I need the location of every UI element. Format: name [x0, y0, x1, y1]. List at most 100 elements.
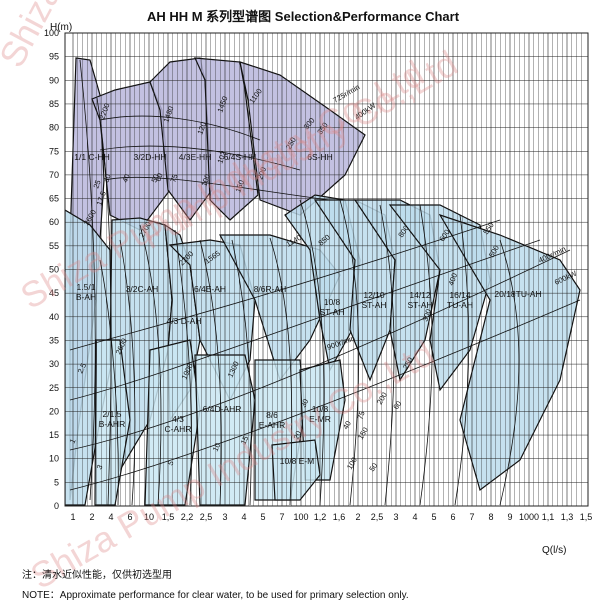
speed-label-ah-19: 60 — [391, 399, 403, 411]
x-tick-label-23: 9 — [507, 512, 512, 522]
speed-label-hh-11: 100 — [199, 173, 212, 188]
performance-curve-16 — [69, 249, 571, 451]
region-label-18: 8/6 E-AHR — [259, 410, 285, 430]
performance-curve-21 — [99, 115, 261, 141]
note-chinese: 注：清水近似性能，仅供初选型用 — [22, 570, 172, 581]
performance-curve-17 — [69, 239, 541, 401]
y-tick-label-4: 20 — [49, 406, 59, 416]
region-label-16: 4/3 C-AHR — [165, 414, 192, 434]
y-tick-label-10: 50 — [49, 265, 59, 275]
chart-title: AH HH M 系列型谱图 Selection&Performance Char… — [146, 9, 460, 24]
performance-curve-4 — [139, 224, 162, 506]
performance-curve-11 — [379, 204, 395, 506]
speed-label-ah-23: 20 — [292, 429, 304, 440]
x-tick-label-18: 4 — [412, 512, 417, 522]
speed-label-hh-13: 60 — [153, 172, 164, 183]
y-tick-label-15: 75 — [49, 146, 59, 156]
y-tick-label-13: 65 — [49, 194, 59, 204]
x-tick-label-8: 3 — [222, 512, 227, 522]
region-label-9: 8/6R-AH — [254, 284, 287, 294]
x-tick-label-0: 1 — [70, 512, 75, 522]
y-tick-label-7: 35 — [49, 335, 59, 345]
speed-label-hh-12: 75 — [168, 173, 179, 184]
x-tick-label-4: 10 — [144, 512, 154, 522]
x-tick-label-22: 8 — [488, 512, 493, 522]
speed-label-hh-16: 30 — [101, 173, 112, 184]
x-tick-label-21: 7 — [469, 512, 474, 522]
x-tick-label-10: 5 — [260, 512, 265, 522]
x-tick-label-15: 2 — [355, 512, 360, 522]
speed-label-ah-27: 3 — [95, 463, 105, 471]
region-label-6: 3/2C-AH — [126, 284, 159, 294]
speed-label-ah-18: 75 — [355, 410, 366, 421]
region-label-15: 2/1.5 B-AHR — [99, 409, 125, 429]
region-label-12: 14/12 ST-AH — [407, 290, 432, 310]
x-tick-label-25: 1,1 — [542, 512, 555, 522]
y-tick-label-2: 10 — [49, 454, 59, 464]
performance-curve-8 — [269, 237, 293, 506]
region-label-14: 20/18TU-AH — [494, 289, 541, 299]
performance-curve-13 — [454, 214, 470, 506]
x-tick-label-24: 1000 — [519, 512, 539, 522]
speed-label-ah-28: 2.5 — [76, 362, 89, 375]
region-label-5: 1.5/1 B-AH — [76, 282, 96, 302]
y-tick-label-1: 5 — [54, 477, 59, 487]
speed-label-ah-13: 300 — [420, 308, 433, 323]
region-ahr-15 — [94, 339, 131, 506]
speed-label-hh-15: 40 — [120, 173, 131, 184]
speed-label-ah-26: 5 — [166, 459, 176, 467]
x-tick-label-9: 4 — [241, 512, 246, 522]
speed-label-hh-10: 150 — [233, 179, 246, 194]
y-tick-label-17: 85 — [49, 99, 59, 109]
performance-curve-0 — [79, 59, 96, 501]
watermark-text-0: Shiza — [0, 0, 70, 74]
note-english: NOTE：Approximate performance for clear w… — [22, 590, 409, 601]
x-tick-label-1: 2 — [89, 512, 94, 522]
performance-curve-14 — [499, 239, 520, 506]
x-tick-label-19: 5 — [431, 512, 436, 522]
speed-label-ah-24: 15 — [239, 434, 251, 445]
speed-label-ah-25: 10 — [211, 441, 223, 452]
y-tick-label-5: 25 — [49, 383, 59, 393]
speed-label-ah-20: 50 — [367, 461, 379, 473]
y-tick-label-14: 70 — [49, 170, 59, 180]
region-label-20: 10/8 E-M — [280, 456, 315, 466]
region-label-2: 4/3E-HH — [179, 152, 212, 162]
x-tick-label-6: 2,2 — [181, 512, 194, 522]
region-label-4: 6S-HH — [307, 152, 333, 162]
speed-label-hh-20: 102 — [215, 150, 228, 165]
x-tick-label-20: 6 — [450, 512, 455, 522]
x-tick-label-27: 1,5 — [580, 512, 593, 522]
performance-curve-12 — [419, 204, 433, 506]
performance-curve-10 — [339, 199, 360, 506]
region-label-10: 10/8 ST-AH — [319, 297, 344, 317]
speed-label-ah-22: 30 — [299, 397, 311, 408]
speed-label-ah-29: 1 — [68, 437, 78, 445]
x-tick-label-14: 1,6 — [333, 512, 346, 522]
y-tick-label-20: 100 — [44, 28, 59, 38]
region-label-7: 4/3 D-AH — [167, 316, 202, 326]
y-tick-label-6: 30 — [49, 359, 59, 369]
plot-frame — [64, 32, 589, 507]
y-tick-label-19: 95 — [49, 52, 59, 62]
y-tick-label-0: 0 — [54, 501, 59, 511]
axes-layer: 0510152025303540455055606570758085909510… — [44, 22, 592, 556]
performance-curve-7 — [231, 239, 252, 506]
performance-curve-20 — [99, 145, 301, 171]
x-tick-label-2: 4 — [108, 512, 113, 522]
performance-curve-6 — [199, 239, 222, 506]
y-axis-label: H(m) — [50, 22, 72, 33]
performance-curve-1 — [96, 97, 112, 506]
x-tick-label-5: 1,5 — [162, 512, 175, 522]
y-tick-label-3: 15 — [49, 430, 59, 440]
y-tick-label-9: 45 — [49, 288, 59, 298]
x-tick-label-3: 6 — [127, 512, 132, 522]
region-label-19: 10/8 E-MR — [309, 404, 331, 424]
region-label-8: 6/4E-AH — [194, 284, 226, 294]
performance-curve-18 — [69, 219, 501, 351]
region-label-3: 6/4S-HH — [224, 152, 257, 162]
speed-label-ah-17: 100 — [345, 456, 359, 471]
speed-label-ah-21: 40 — [341, 419, 353, 431]
x-tick-label-11: 7 — [279, 512, 284, 522]
